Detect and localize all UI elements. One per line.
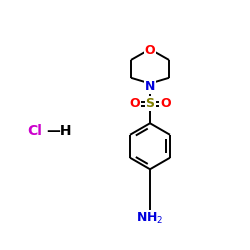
Text: O: O <box>160 97 171 110</box>
Text: S: S <box>146 97 154 110</box>
Text: N: N <box>145 80 155 93</box>
Text: —H: —H <box>46 124 72 138</box>
Text: O: O <box>129 97 140 110</box>
Text: NH$_2$: NH$_2$ <box>136 211 164 226</box>
Text: O: O <box>145 44 155 58</box>
Text: Cl: Cl <box>28 124 42 138</box>
